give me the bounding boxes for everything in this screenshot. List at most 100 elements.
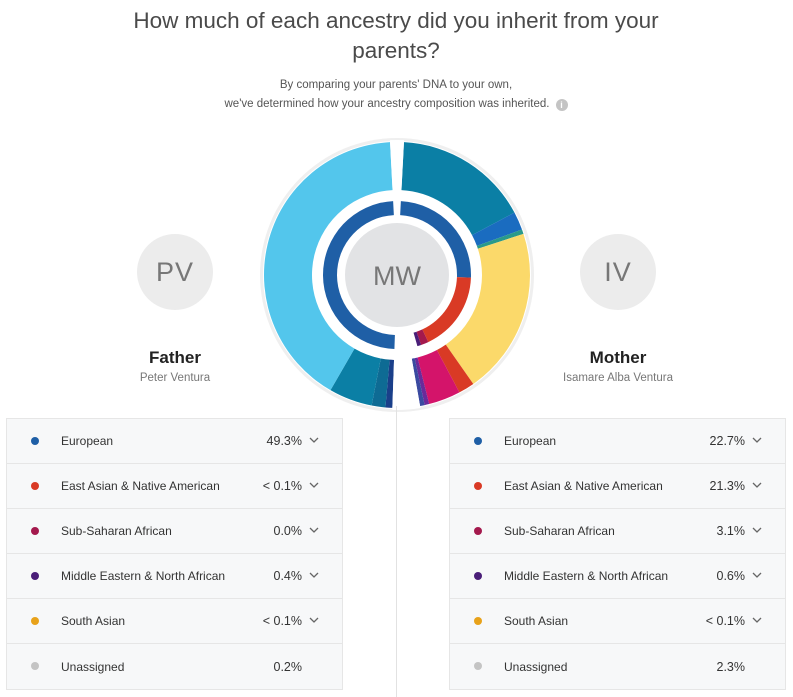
- mother-row[interactable]: Sub-Saharan African 3.1%: [450, 509, 785, 554]
- mother-outer-slice: [476, 229, 524, 249]
- info-icon[interactable]: i: [555, 99, 568, 111]
- chevron-down-icon[interactable]: [750, 568, 764, 582]
- mother-row-label: South Asian: [504, 614, 569, 628]
- color-dot-icon: [474, 662, 482, 670]
- title-line-2: parents?: [352, 38, 440, 63]
- father-row-value: 0.0%: [273, 524, 303, 538]
- father-row-value: 0.2%: [273, 659, 303, 674]
- mother-row-label: European: [504, 434, 557, 448]
- mother-role: Mother: [589, 348, 647, 367]
- father-row-label: European: [61, 434, 114, 448]
- mother-outer-slice: [445, 233, 530, 384]
- mother-row-label: Sub-Saharan African: [504, 524, 615, 538]
- color-dot-icon: [31, 617, 39, 625]
- mother-inner-ring-middle-eastern: [413, 331, 422, 347]
- mother-row[interactable]: South Asian < 0.1%: [450, 599, 785, 644]
- title-line-1: How much of each ancestry did you inheri…: [133, 8, 659, 33]
- mother-row-value: 2.3%: [716, 659, 746, 674]
- chevron-down-icon[interactable]: [307, 523, 321, 537]
- mother-inner-ring-sub-saharan: [416, 329, 429, 345]
- subtitle-line-2: we've determined how your ancestry compo…: [146, 95, 646, 114]
- color-dot-icon: [474, 572, 482, 580]
- page-subtitle: By comparing your parents' DNA to your o…: [146, 76, 646, 114]
- subtitle-line-1: By comparing your parents' DNA to your o…: [279, 79, 513, 91]
- chevron-down-icon[interactable]: [750, 433, 764, 447]
- mother-row-label: Middle Eastern & North African: [504, 569, 669, 583]
- father-row[interactable]: South Asian < 0.1%: [7, 599, 342, 644]
- father-row-label: Middle Eastern & North African: [61, 569, 226, 583]
- mother-row-value: < 0.1%: [705, 614, 745, 628]
- subtitle-line-2-text: we've determined how your ancestry compo…: [224, 98, 550, 110]
- chevron-down-icon[interactable]: [750, 523, 764, 537]
- chevron-down-icon[interactable]: [307, 613, 321, 627]
- mother-outer-slice: [417, 350, 460, 405]
- mother-outer-slice: [401, 142, 515, 236]
- mother-row-value: 21.3%: [709, 479, 745, 493]
- father-row-value: < 0.1%: [262, 479, 302, 493]
- mother-outer-slice: [472, 212, 522, 246]
- mother-row[interactable]: European 22.7%: [450, 419, 785, 464]
- father-row[interactable]: Middle Eastern & North African 0.4%: [7, 554, 342, 599]
- page-title: How much of each ancestry did you inheri…: [96, 6, 696, 66]
- father-inner-ring-european: [322, 201, 395, 349]
- chart-gap-bottom: [392, 329, 421, 410]
- center-avatar-initials: MW: [373, 261, 421, 291]
- father-outer-slice: [264, 142, 393, 391]
- mother-row-value: 3.1%: [716, 524, 746, 538]
- color-dot-icon: [474, 527, 482, 535]
- father-name: Peter Ventura: [139, 372, 211, 384]
- chart-gap-top: [389, 140, 405, 221]
- father-outer-slice: [330, 348, 381, 406]
- chevron-down-icon[interactable]: [307, 568, 321, 582]
- color-dot-icon: [474, 437, 482, 445]
- mother-ancestry-table: European 22.7% East Asian & Native America…: [449, 418, 786, 690]
- father-row-label: Unassigned: [61, 659, 125, 674]
- father-role: Father: [149, 348, 201, 367]
- mother-row[interactable]: Middle Eastern & North African 0.6%: [450, 554, 785, 599]
- color-dot-icon: [31, 572, 39, 580]
- mother-label: Mother Isamare Alba Ventura: [538, 348, 698, 386]
- father-row[interactable]: European 49.3%: [7, 419, 342, 464]
- chevron-down-icon[interactable]: [307, 478, 321, 492]
- chevron-down-icon[interactable]: [750, 613, 764, 627]
- color-dot-icon: [31, 437, 39, 445]
- ancestry-sunburst-chart: MW: [252, 138, 542, 413]
- father-row-value: 49.3%: [266, 434, 302, 448]
- father-row-label: Sub-Saharan African: [61, 524, 172, 538]
- center-divider: [396, 406, 397, 697]
- father-row-label: East Asian & Native American: [61, 479, 220, 493]
- mother-inner-ring-european: [400, 201, 471, 278]
- mother-row[interactable]: East Asian & Native American 21.3%: [450, 464, 785, 509]
- color-dot-icon: [31, 482, 39, 490]
- color-dot-icon: [474, 482, 482, 490]
- father-label: Father Peter Ventura: [95, 348, 255, 386]
- father-row[interactable]: East Asian & Native American < 0.1%: [7, 464, 342, 509]
- mother-avatar: IV: [580, 234, 656, 310]
- mother-row-value: 22.7%: [709, 434, 745, 448]
- mother-outer-slice: [411, 358, 425, 406]
- mother-name: Isamare Alba Ventura: [563, 372, 673, 384]
- father-row[interactable]: Sub-Saharan African 0.0%: [7, 509, 342, 554]
- father-row-value: < 0.1%: [262, 614, 302, 628]
- father-row-value: 0.4%: [273, 569, 303, 583]
- father-outer-slice: [371, 358, 390, 408]
- father-ancestry-table: European 49.3% East Asian & Native America…: [6, 418, 343, 690]
- mother-inner-ring-east-asian: [422, 277, 471, 343]
- mother-outer-slice: [436, 344, 474, 393]
- father-outer-slice: [385, 359, 395, 408]
- color-dot-icon: [474, 617, 482, 625]
- sunburst-svg: MW: [260, 138, 534, 412]
- center-avatar-disc: [345, 223, 449, 327]
- mother-row-value: 0.6%: [716, 569, 746, 583]
- father-avatar: PV: [137, 234, 213, 310]
- mother-row-label: Unassigned: [504, 659, 568, 674]
- mother-row: Unassigned 2.3%: [450, 644, 785, 689]
- chevron-down-icon[interactable]: [750, 478, 764, 492]
- chevron-down-icon[interactable]: [307, 433, 321, 447]
- mother-outer-slice: [414, 357, 430, 406]
- father-row-label: South Asian: [61, 614, 126, 628]
- father-row: Unassigned 0.2%: [7, 644, 342, 689]
- color-dot-icon: [31, 662, 39, 670]
- mother-row-label: East Asian & Native American: [504, 479, 663, 493]
- color-dot-icon: [31, 527, 39, 535]
